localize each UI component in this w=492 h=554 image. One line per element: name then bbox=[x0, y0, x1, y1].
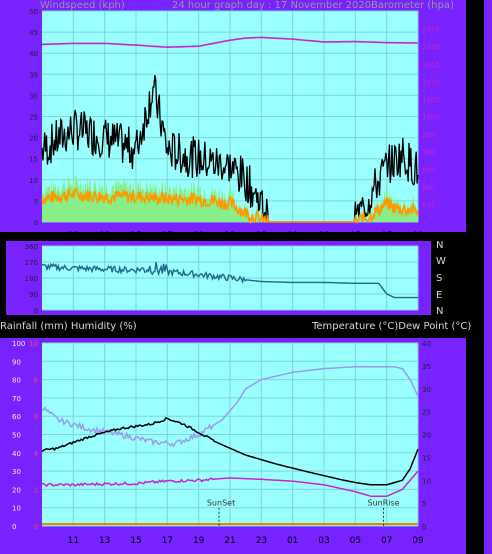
x-tick-label: 01 bbox=[287, 536, 298, 546]
y2-tick-label: 1015 bbox=[422, 61, 440, 69]
rain-tick-label: 6 bbox=[34, 413, 39, 421]
rain-tick-label: 2 bbox=[34, 486, 38, 494]
x-tick-label: 17 bbox=[162, 231, 173, 241]
wind-barometer-chart: 0510152025303540455097598098599099510001… bbox=[29, 8, 440, 241]
x-tick-label: 07 bbox=[381, 536, 392, 546]
y2-tick-label: 985 bbox=[422, 166, 435, 174]
y-tick-label: 50 bbox=[12, 432, 21, 440]
temperature-title: Temperature (°C)Dew Point (°C) bbox=[312, 321, 472, 332]
rain-tick-label: 0 bbox=[34, 523, 38, 531]
x-tick-label: 13 bbox=[99, 231, 110, 241]
compass-s: S bbox=[436, 273, 443, 284]
y-tick-label: 20 bbox=[12, 486, 21, 494]
right-bar bbox=[484, 0, 492, 554]
y2-tick-label: 0 bbox=[422, 523, 426, 531]
x-tick-label: 01 bbox=[287, 231, 298, 241]
compass-n-top: N bbox=[436, 240, 444, 251]
x-tick-label: 23 bbox=[256, 231, 267, 241]
y-tick-label: 270 bbox=[25, 259, 38, 267]
compass-w: W bbox=[436, 256, 446, 267]
y-tick-label: 40 bbox=[12, 450, 21, 458]
wind-direction-chart: 0 90 180 270 360 bbox=[25, 243, 419, 315]
y2-tick-label: 975 bbox=[422, 201, 435, 209]
dewpoint-line bbox=[41, 470, 419, 498]
x-tick-label: 03 bbox=[318, 231, 329, 241]
y-tick-label: 100 bbox=[12, 340, 25, 348]
windspeed-title: Windspeed (kph) bbox=[40, 0, 125, 11]
y-tick-label: 90 bbox=[12, 358, 21, 366]
x-tick-label: 21 bbox=[224, 536, 235, 546]
x-tick-label: 23 bbox=[256, 536, 267, 546]
y-tick-label: 360 bbox=[25, 243, 38, 251]
y2-tick-label: 990 bbox=[422, 149, 435, 157]
x-tick-label: 07 bbox=[381, 231, 392, 241]
rain-tick-label: 4 bbox=[34, 450, 39, 458]
y2-tick-label: 980 bbox=[422, 184, 435, 192]
y2-tick-label: 25 bbox=[422, 409, 431, 417]
y2-tick-label: 35 bbox=[422, 363, 431, 371]
x-tick-label: 05 bbox=[350, 536, 361, 546]
y-tick-label: 0 bbox=[34, 219, 38, 227]
chart-title: 24 hour graph day : 17 November 2020 bbox=[172, 0, 372, 11]
y-tick-label: 5 bbox=[34, 198, 38, 206]
y2-tick-label: 40 bbox=[422, 340, 431, 348]
gust-line bbox=[41, 74, 419, 223]
x-tick-label: 11 bbox=[68, 231, 79, 241]
x-tick-label: 19 bbox=[193, 536, 205, 546]
y-tick-label: 10 bbox=[12, 505, 21, 513]
y-tick-label: 35 bbox=[29, 71, 38, 79]
windspeed-line bbox=[41, 186, 419, 225]
y-tick-label: 45 bbox=[29, 29, 38, 37]
y-tick-label: 80 bbox=[12, 377, 21, 385]
y-tick-label: 30 bbox=[29, 92, 38, 100]
y-tick-label: 90 bbox=[29, 291, 38, 299]
y-tick-label: 50 bbox=[29, 8, 38, 16]
x-tick-label: 13 bbox=[99, 536, 110, 546]
y-tick-label: 60 bbox=[12, 413, 21, 421]
barometer-title: Barometer (hpa) bbox=[371, 0, 454, 11]
y2-tick-label: 20 bbox=[422, 432, 431, 440]
compass-n-bottom: N bbox=[436, 306, 444, 317]
x-tick-label: 03 bbox=[318, 536, 329, 546]
y-tick-label: 30 bbox=[12, 468, 21, 476]
y2-tick-label: 5 bbox=[422, 500, 426, 508]
compass-e: E bbox=[436, 290, 443, 301]
x-tick-label: 21 bbox=[224, 231, 235, 241]
x-tick-label: 09 bbox=[412, 536, 424, 546]
y-tick-label: 40 bbox=[29, 50, 38, 58]
temperature-line bbox=[41, 416, 419, 486]
y2-tick-label: 1020 bbox=[422, 43, 440, 51]
y2-tick-label: 995 bbox=[422, 131, 435, 139]
y-tick-label: 70 bbox=[12, 395, 21, 403]
y2-tick-label: 15 bbox=[422, 454, 431, 462]
y-tick-label: 20 bbox=[29, 135, 38, 143]
x-tick-label: 15 bbox=[130, 536, 141, 546]
sunset-label: SunSet bbox=[207, 499, 235, 508]
rain-tick-label: 8 bbox=[34, 377, 38, 385]
y2-tick-label: 10 bbox=[422, 477, 431, 485]
x-tick-label: 11 bbox=[68, 536, 79, 546]
y-tick-label: 0 bbox=[12, 523, 16, 531]
y2-tick-label: 1000 bbox=[422, 114, 440, 122]
y-tick-label: 0 bbox=[34, 307, 38, 315]
y-tick-label: 15 bbox=[29, 156, 38, 164]
temperature-humidity-chart: 0102030405060708090100024681005101520253… bbox=[12, 340, 431, 546]
y2-tick-label: 30 bbox=[422, 386, 431, 394]
y-tick-label: 10 bbox=[29, 177, 38, 185]
y2-tick-label: 1010 bbox=[422, 78, 440, 86]
barometer-line bbox=[41, 36, 418, 49]
y-tick-label: 180 bbox=[25, 275, 38, 283]
x-tick-label: 09 bbox=[412, 231, 424, 241]
rain-tick-label: 10 bbox=[29, 340, 38, 348]
x-tick-label: 17 bbox=[162, 536, 173, 546]
x-tick-label: 15 bbox=[130, 231, 141, 241]
wind-direction-line bbox=[41, 261, 418, 299]
y2-tick-label: 1025 bbox=[422, 26, 440, 34]
sunrise-label: SunRise bbox=[367, 499, 399, 508]
x-tick-label: 19 bbox=[193, 231, 205, 241]
y2-tick-label: 1005 bbox=[422, 96, 440, 104]
y-tick-label: 25 bbox=[29, 114, 38, 122]
rain-humidity-title: Rainfall (mm) Humidity (%) bbox=[0, 321, 137, 332]
x-tick-label: 05 bbox=[350, 231, 361, 241]
